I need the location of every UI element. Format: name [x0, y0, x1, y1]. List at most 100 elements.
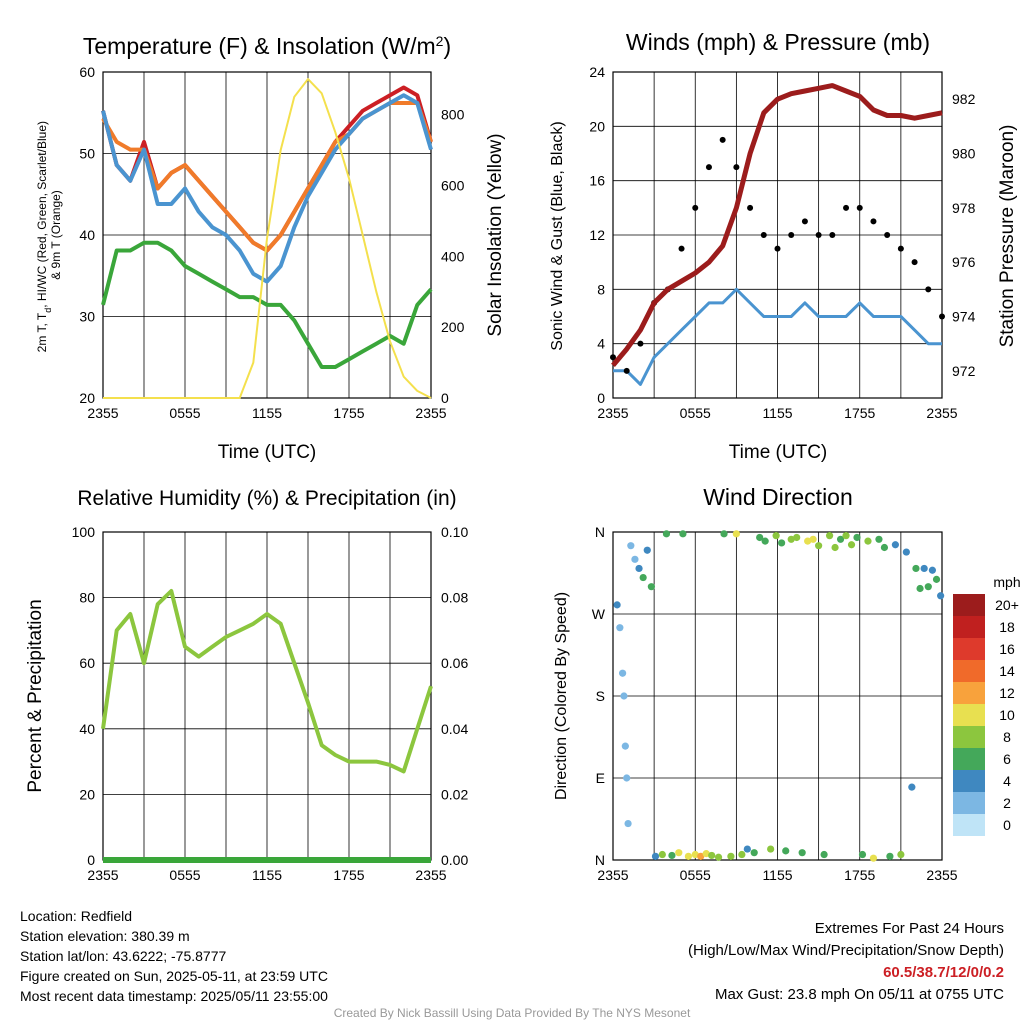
direction-point — [627, 542, 635, 550]
y-tick-label: 8 — [597, 281, 605, 297]
y-tick-label: 60 — [79, 64, 95, 80]
x-tick-label: 1155 — [252, 405, 282, 421]
y-tick-label: 12 — [589, 227, 605, 243]
gust-point — [925, 286, 932, 293]
created-text: Figure created on Sun, 2025-05-11, at 23… — [20, 968, 328, 984]
direction-point — [631, 555, 639, 563]
y2-tick-label: 0.10 — [441, 524, 468, 540]
x-tick-label: 2355 — [87, 867, 118, 883]
legend-swatch — [953, 660, 985, 682]
direction-panel: Wind Direction Direction (Colored By Spe… — [553, 484, 1021, 883]
direction-point — [651, 852, 660, 860]
extremes-title: Extremes For Past 24 Hours — [814, 920, 1004, 937]
x-tick-label: 1755 — [844, 405, 875, 421]
legend-label: 14 — [999, 663, 1015, 679]
humidity-ylabel: Percent & Precipitation — [25, 599, 46, 792]
y-tick-label: N — [595, 524, 605, 540]
winds-y2label: Station Pressure (Maroon) — [997, 125, 1018, 348]
credit-text: Created By Nick Bassill Using Data Provi… — [333, 1006, 691, 1020]
y-tick-label: 30 — [79, 309, 95, 325]
direction-point — [908, 783, 916, 791]
x-tick-label: 2355 — [415, 867, 446, 883]
direction-point — [809, 535, 817, 543]
direction-point — [842, 532, 850, 540]
direction-point — [708, 851, 716, 860]
y-tick-label: E — [596, 770, 605, 786]
legend-swatch — [953, 704, 985, 726]
direction-point — [750, 849, 758, 857]
legend-label: 2 — [1003, 795, 1011, 811]
temperature-y2label: Solar Insolation (Yellow) — [485, 133, 506, 336]
gust-point — [911, 259, 918, 266]
plot-frame — [102, 71, 432, 399]
y-tick-label: N — [595, 852, 605, 868]
y2-tick-label: 600 — [441, 177, 465, 193]
x-tick-label: 2355 — [926, 405, 957, 421]
y2-tick-label: 982 — [952, 91, 976, 107]
y-tick-label: 0 — [87, 852, 95, 868]
heat-index-windchill-line — [101, 93, 433, 284]
y-tick-label: 24 — [589, 64, 605, 80]
direction-point — [804, 537, 812, 545]
legend-label: 0 — [1003, 817, 1011, 833]
elevation-text: Station elevation: 380.39 m — [20, 928, 190, 944]
legend-swatch — [953, 682, 985, 704]
solar-insolation-line — [103, 78, 432, 399]
legend-swatch — [953, 748, 985, 770]
direction-point — [714, 853, 723, 861]
direction-point — [756, 533, 764, 542]
direction-point — [720, 530, 728, 538]
gust-point — [897, 245, 904, 252]
direction-point — [853, 533, 861, 542]
extremes-block: Extremes For Past 24 Hours (High/Low/Max… — [688, 918, 1004, 1006]
dewpoint-line — [101, 240, 433, 369]
legend-swatch — [953, 792, 985, 814]
direction-point — [902, 548, 910, 556]
direction-point — [815, 542, 823, 550]
y2-tick-label: 0 — [441, 390, 449, 406]
direction-point — [623, 774, 631, 782]
winds-xlabel: Time (UTC) — [729, 442, 828, 463]
direction-point — [697, 852, 705, 860]
legend-label: 6 — [1003, 751, 1011, 767]
winds-ylabel: Sonic Wind & Gust (Blue, Black) — [549, 121, 566, 350]
extremes-values: 60.5/38.7/12/0/0.2 — [883, 964, 1004, 981]
y-tick-label: 40 — [79, 721, 95, 737]
direction-title: Wind Direction — [703, 484, 853, 510]
y2-tick-label: 0.04 — [441, 721, 468, 737]
y-tick-label: W — [592, 606, 606, 622]
direction-point — [658, 850, 666, 859]
y-tick-label: 50 — [79, 146, 95, 162]
direction-point — [864, 537, 872, 545]
gust-point — [760, 232, 767, 238]
direction-point — [782, 847, 790, 855]
y-tick-label: 40 — [79, 227, 95, 243]
extremes-subtitle: (High/Low/Max Wind/Precipitation/Snow De… — [688, 942, 1004, 959]
gust-point — [719, 136, 726, 143]
direction-point — [635, 564, 643, 573]
gust-point — [692, 204, 699, 211]
gust-point — [678, 245, 685, 252]
direction-point — [932, 575, 941, 583]
direction-point — [620, 692, 628, 700]
direction-point — [787, 535, 795, 543]
y-tick-label: 20 — [589, 118, 605, 134]
direction-point — [772, 532, 780, 540]
station-pressure-line — [611, 83, 943, 368]
gust-point — [884, 232, 891, 238]
direction-point — [916, 584, 924, 593]
gust-point — [939, 313, 945, 320]
legend-swatch — [953, 616, 985, 638]
legend-swatch — [953, 638, 985, 660]
gust-point — [774, 245, 781, 252]
y-tick-label: 4 — [597, 336, 605, 352]
gust-point — [870, 218, 877, 225]
temperature-ylabel: 2m T, Td, HI/WC (Red, Green, Scarlet/Blu… — [35, 118, 63, 353]
direction-point — [937, 592, 945, 600]
y2-tick-label: 400 — [441, 248, 465, 264]
legend-swatch — [953, 770, 985, 792]
direction-point — [738, 850, 746, 859]
direction-point — [643, 546, 651, 554]
temperature-xlabel: Time (UTC) — [218, 442, 317, 463]
